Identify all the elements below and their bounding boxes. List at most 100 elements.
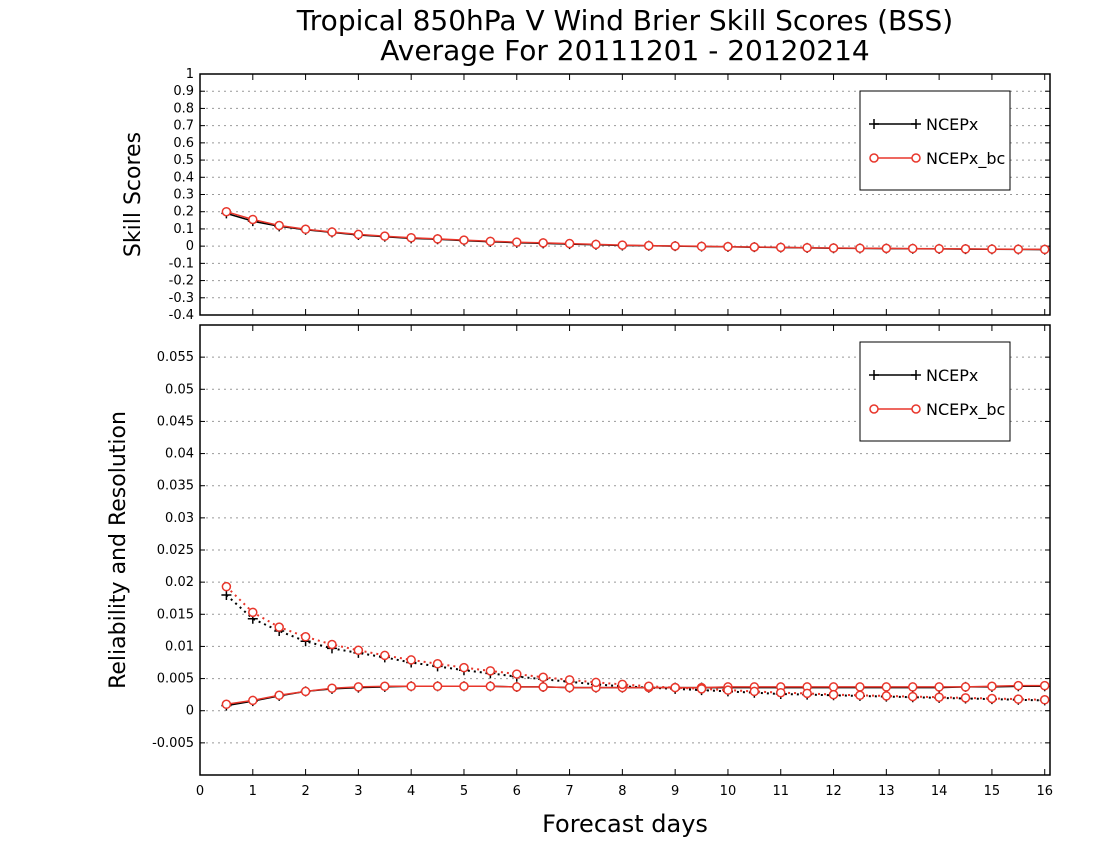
y-axis-label: Reliability and Resolution xyxy=(106,411,131,689)
data-point xyxy=(274,220,284,231)
legend: NCEPx NCEPx_bc xyxy=(859,90,1011,191)
series-line xyxy=(226,210,1045,251)
series-ncepx-bc-reliability xyxy=(221,680,1050,710)
data-point xyxy=(327,639,337,650)
data-point xyxy=(855,682,865,692)
data-point xyxy=(1013,680,1024,691)
y-tick-label: 0.05 xyxy=(165,382,194,397)
data-point xyxy=(696,684,707,694)
data-point xyxy=(802,688,812,699)
data-point xyxy=(432,234,443,244)
legend-marker xyxy=(911,404,921,414)
data-point xyxy=(380,650,390,661)
data-point xyxy=(538,672,548,683)
y-tick-label: 1 xyxy=(186,67,194,82)
data-point xyxy=(300,632,311,642)
y-tick-label: -0.4 xyxy=(169,308,194,323)
data-point xyxy=(538,238,548,248)
y-tick-label: 0.5 xyxy=(173,153,194,168)
data-point xyxy=(775,242,786,253)
data-point xyxy=(512,669,522,679)
data-point xyxy=(353,229,364,240)
series-ncepx-reliability xyxy=(221,681,1050,711)
y-tick-label: 0.015 xyxy=(157,607,194,622)
data-point xyxy=(248,695,258,706)
y-tick-label: 0.6 xyxy=(173,136,194,151)
x-tick-label: 14 xyxy=(931,784,948,799)
legend-label: NCEPx xyxy=(926,366,978,385)
y-tick-label: 0.3 xyxy=(173,188,194,203)
legend-box xyxy=(859,90,1011,191)
x-tick-label: 12 xyxy=(825,784,842,799)
legend-marker xyxy=(869,153,879,163)
data-point xyxy=(221,206,232,217)
data-point xyxy=(960,693,971,703)
y-axis-label: Skill Scores xyxy=(121,132,146,257)
data-point xyxy=(353,682,364,692)
x-tick-label: 10 xyxy=(720,784,737,799)
data-point xyxy=(723,241,733,252)
data-point xyxy=(512,237,522,247)
x-tick-label: 0 xyxy=(196,784,204,799)
data-point xyxy=(459,681,469,692)
data-point xyxy=(907,243,918,254)
data-point xyxy=(406,232,416,243)
y-tick-label: 0.2 xyxy=(173,205,194,220)
series-line xyxy=(225,585,1045,701)
legend-label: NCEPx xyxy=(926,115,978,134)
chart-title: Tropical 850hPa V Wind Brier Skill Score… xyxy=(296,4,953,37)
data-point xyxy=(221,590,232,600)
data-point xyxy=(459,235,469,245)
reliability-resolution-panel: -0.005 0 0.005 0.01 0.015 0.02 0.025 0.03 0.035 0… xyxy=(106,324,1053,799)
data-point xyxy=(802,242,812,253)
x-tick-label: 16 xyxy=(1036,784,1053,799)
data-point xyxy=(1039,695,1050,705)
data-point xyxy=(564,682,575,693)
data-point xyxy=(670,241,680,251)
legend-box xyxy=(859,341,1011,442)
series-line xyxy=(225,594,1045,702)
data-point xyxy=(248,214,258,225)
data-point xyxy=(881,691,892,701)
data-point xyxy=(1013,244,1024,254)
data-point xyxy=(644,240,654,251)
data-point xyxy=(591,677,601,688)
data-point xyxy=(1013,694,1024,704)
data-point xyxy=(485,666,496,676)
data-point xyxy=(907,691,918,702)
x-tick-label: 9 xyxy=(671,784,679,799)
data-point xyxy=(828,243,839,253)
data-point xyxy=(221,581,232,592)
y-tick-label: 0 xyxy=(186,239,194,254)
data-point xyxy=(353,645,364,656)
data-point xyxy=(960,682,971,692)
data-point xyxy=(987,693,997,704)
data-point xyxy=(274,690,284,701)
data-point xyxy=(617,240,628,250)
y-tick-label: -0.005 xyxy=(152,736,194,751)
legend-entry: NCEPx_bc xyxy=(869,149,1005,169)
x-tick-label: 13 xyxy=(878,784,895,799)
y-tick-label: 0.9 xyxy=(173,84,194,99)
data-point xyxy=(749,242,760,252)
legend-entry: NCEPx xyxy=(869,115,978,134)
data-point xyxy=(485,681,496,692)
legend-entry: NCEPx xyxy=(869,366,978,385)
y-tick-label: 0.01 xyxy=(165,639,194,654)
data-point xyxy=(644,681,654,692)
x-tick-label: 1 xyxy=(249,784,257,799)
data-point xyxy=(300,686,311,697)
data-point xyxy=(934,692,944,702)
x-tick-label: 7 xyxy=(565,784,573,799)
y-tick-label: -0.2 xyxy=(169,274,194,289)
y-tick-label: 0.7 xyxy=(173,119,194,134)
data-point xyxy=(1039,680,1050,691)
y-tick-label: 0.045 xyxy=(157,414,194,429)
data-point xyxy=(828,689,839,700)
legend-marker xyxy=(869,404,879,414)
data-point xyxy=(432,681,443,692)
y-tick-label: 0.4 xyxy=(173,170,194,185)
legend-marker xyxy=(911,370,921,380)
legend: NCEPx NCEPx_bc xyxy=(859,341,1011,442)
